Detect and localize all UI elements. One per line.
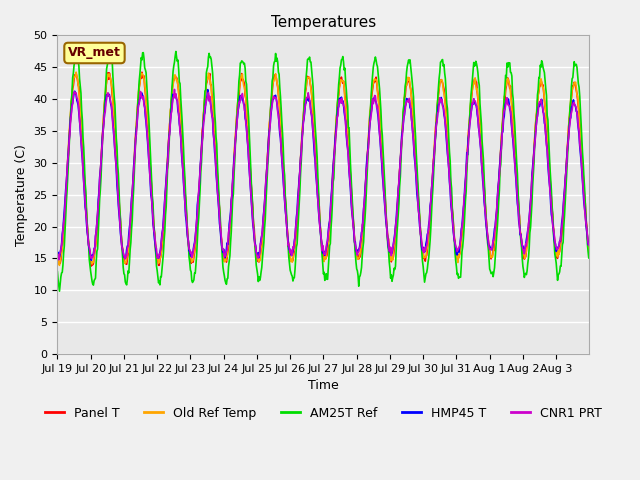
Panel T	[116, 218, 124, 224]
HMP45 T	[54, 250, 61, 256]
Old Ref Temp	[72, 69, 80, 75]
Panel T	[241, 93, 249, 98]
Old Ref Temp	[56, 263, 63, 268]
AM25T Ref	[54, 269, 61, 275]
Line: CNR1 PRT: CNR1 PRT	[58, 89, 589, 260]
CNR1 PRT	[215, 204, 223, 210]
CNR1 PRT	[55, 257, 63, 263]
Title: Temperatures: Temperatures	[271, 15, 376, 30]
Line: Old Ref Temp: Old Ref Temp	[58, 72, 589, 265]
HMP45 T	[88, 257, 95, 263]
CNR1 PRT	[261, 187, 269, 193]
HMP45 T	[379, 180, 387, 185]
Old Ref Temp	[261, 193, 269, 199]
Panel T	[54, 256, 61, 262]
AM25T Ref	[585, 255, 593, 261]
HMP45 T	[204, 87, 212, 93]
AM25T Ref	[409, 85, 417, 91]
CNR1 PRT	[379, 174, 387, 180]
Panel T	[585, 241, 593, 247]
Old Ref Temp	[54, 259, 61, 265]
CNR1 PRT	[171, 86, 179, 92]
HMP45 T	[116, 230, 124, 236]
Line: HMP45 T: HMP45 T	[58, 90, 589, 260]
Line: AM25T Ref: AM25T Ref	[58, 51, 589, 291]
Old Ref Temp	[215, 198, 223, 204]
HMP45 T	[409, 130, 417, 136]
CNR1 PRT	[585, 242, 593, 248]
AM25T Ref	[241, 66, 249, 72]
Panel T	[409, 110, 417, 116]
HMP45 T	[215, 207, 223, 213]
AM25T Ref	[116, 216, 124, 221]
Old Ref Temp	[585, 249, 593, 254]
CNR1 PRT	[241, 109, 249, 115]
CNR1 PRT	[54, 253, 61, 259]
Legend: Panel T, Old Ref Temp, AM25T Ref, HMP45 T, CNR1 PRT: Panel T, Old Ref Temp, AM25T Ref, HMP45 …	[40, 402, 607, 425]
Panel T	[88, 263, 95, 269]
AM25T Ref	[379, 147, 387, 153]
AM25T Ref	[261, 216, 269, 222]
Line: Panel T: Panel T	[58, 72, 589, 266]
Text: VR_met: VR_met	[68, 47, 121, 60]
Panel T	[379, 162, 387, 168]
AM25T Ref	[172, 48, 180, 54]
Old Ref Temp	[241, 90, 249, 96]
Old Ref Temp	[409, 110, 417, 116]
AM25T Ref	[215, 189, 223, 195]
Y-axis label: Temperature (C): Temperature (C)	[15, 144, 28, 246]
CNR1 PRT	[116, 227, 124, 233]
Old Ref Temp	[379, 163, 387, 169]
HMP45 T	[261, 189, 269, 194]
Panel T	[261, 196, 269, 202]
CNR1 PRT	[409, 131, 417, 137]
AM25T Ref	[56, 288, 63, 294]
HMP45 T	[585, 240, 593, 245]
HMP45 T	[241, 115, 249, 121]
X-axis label: Time: Time	[308, 379, 339, 392]
Panel T	[138, 69, 146, 75]
Old Ref Temp	[117, 232, 125, 238]
Panel T	[215, 199, 223, 204]
